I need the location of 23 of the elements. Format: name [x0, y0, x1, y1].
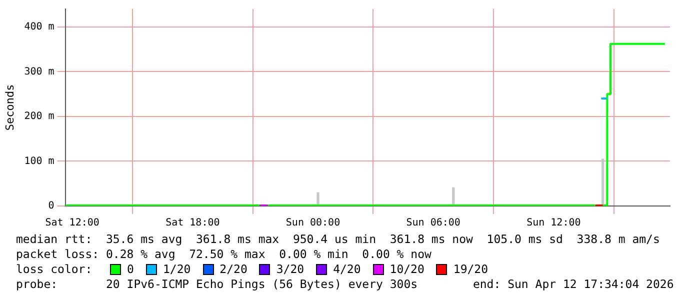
legend-label: 10/20	[390, 262, 424, 277]
text: median rtt: 35.6 ms avg 361.8 ms max 950.4 us min 361.8 ms now 105.0 ms sd 338.8 m am/s	[16, 232, 661, 247]
y-tick-label: 0	[48, 200, 54, 212]
y-tick-label: 400 m	[24, 22, 54, 33]
legend-label: 0	[127, 262, 134, 277]
x-tick-label: Sun 00:00	[286, 218, 340, 229]
legend-label: 1/20	[162, 262, 191, 277]
text: packet loss: 0.28 % avg 72.50 % max 0.00 % min 0.00 % now	[16, 247, 432, 262]
legend-label: 3/20	[276, 262, 304, 277]
y-axis-title: Seconds	[3, 84, 16, 131]
y-tick-label: 300 m	[24, 66, 54, 78]
legend-title: loss color:	[16, 262, 94, 277]
x-tick-label: Sun 12:00	[526, 218, 581, 229]
bar	[601, 158, 604, 206]
legend-label: 4/20	[333, 262, 361, 277]
text: probe: 20 IPv6-ICMP Echo Pings (56 Bytes) every 300s end: Sun Apr 12 17:34:04 2026	[16, 277, 675, 292]
legend-label: 2/20	[220, 262, 248, 277]
legend-label: 19/20	[453, 262, 488, 277]
y-tick-label: 200 m	[24, 111, 54, 122]
x-tick-label: Sat 18:00	[166, 218, 220, 229]
x-tick-label: Sat 12:00	[45, 218, 100, 229]
x-tick-label: Sun 06:00	[406, 218, 460, 229]
y-tick-label: 100 m	[24, 156, 54, 167]
